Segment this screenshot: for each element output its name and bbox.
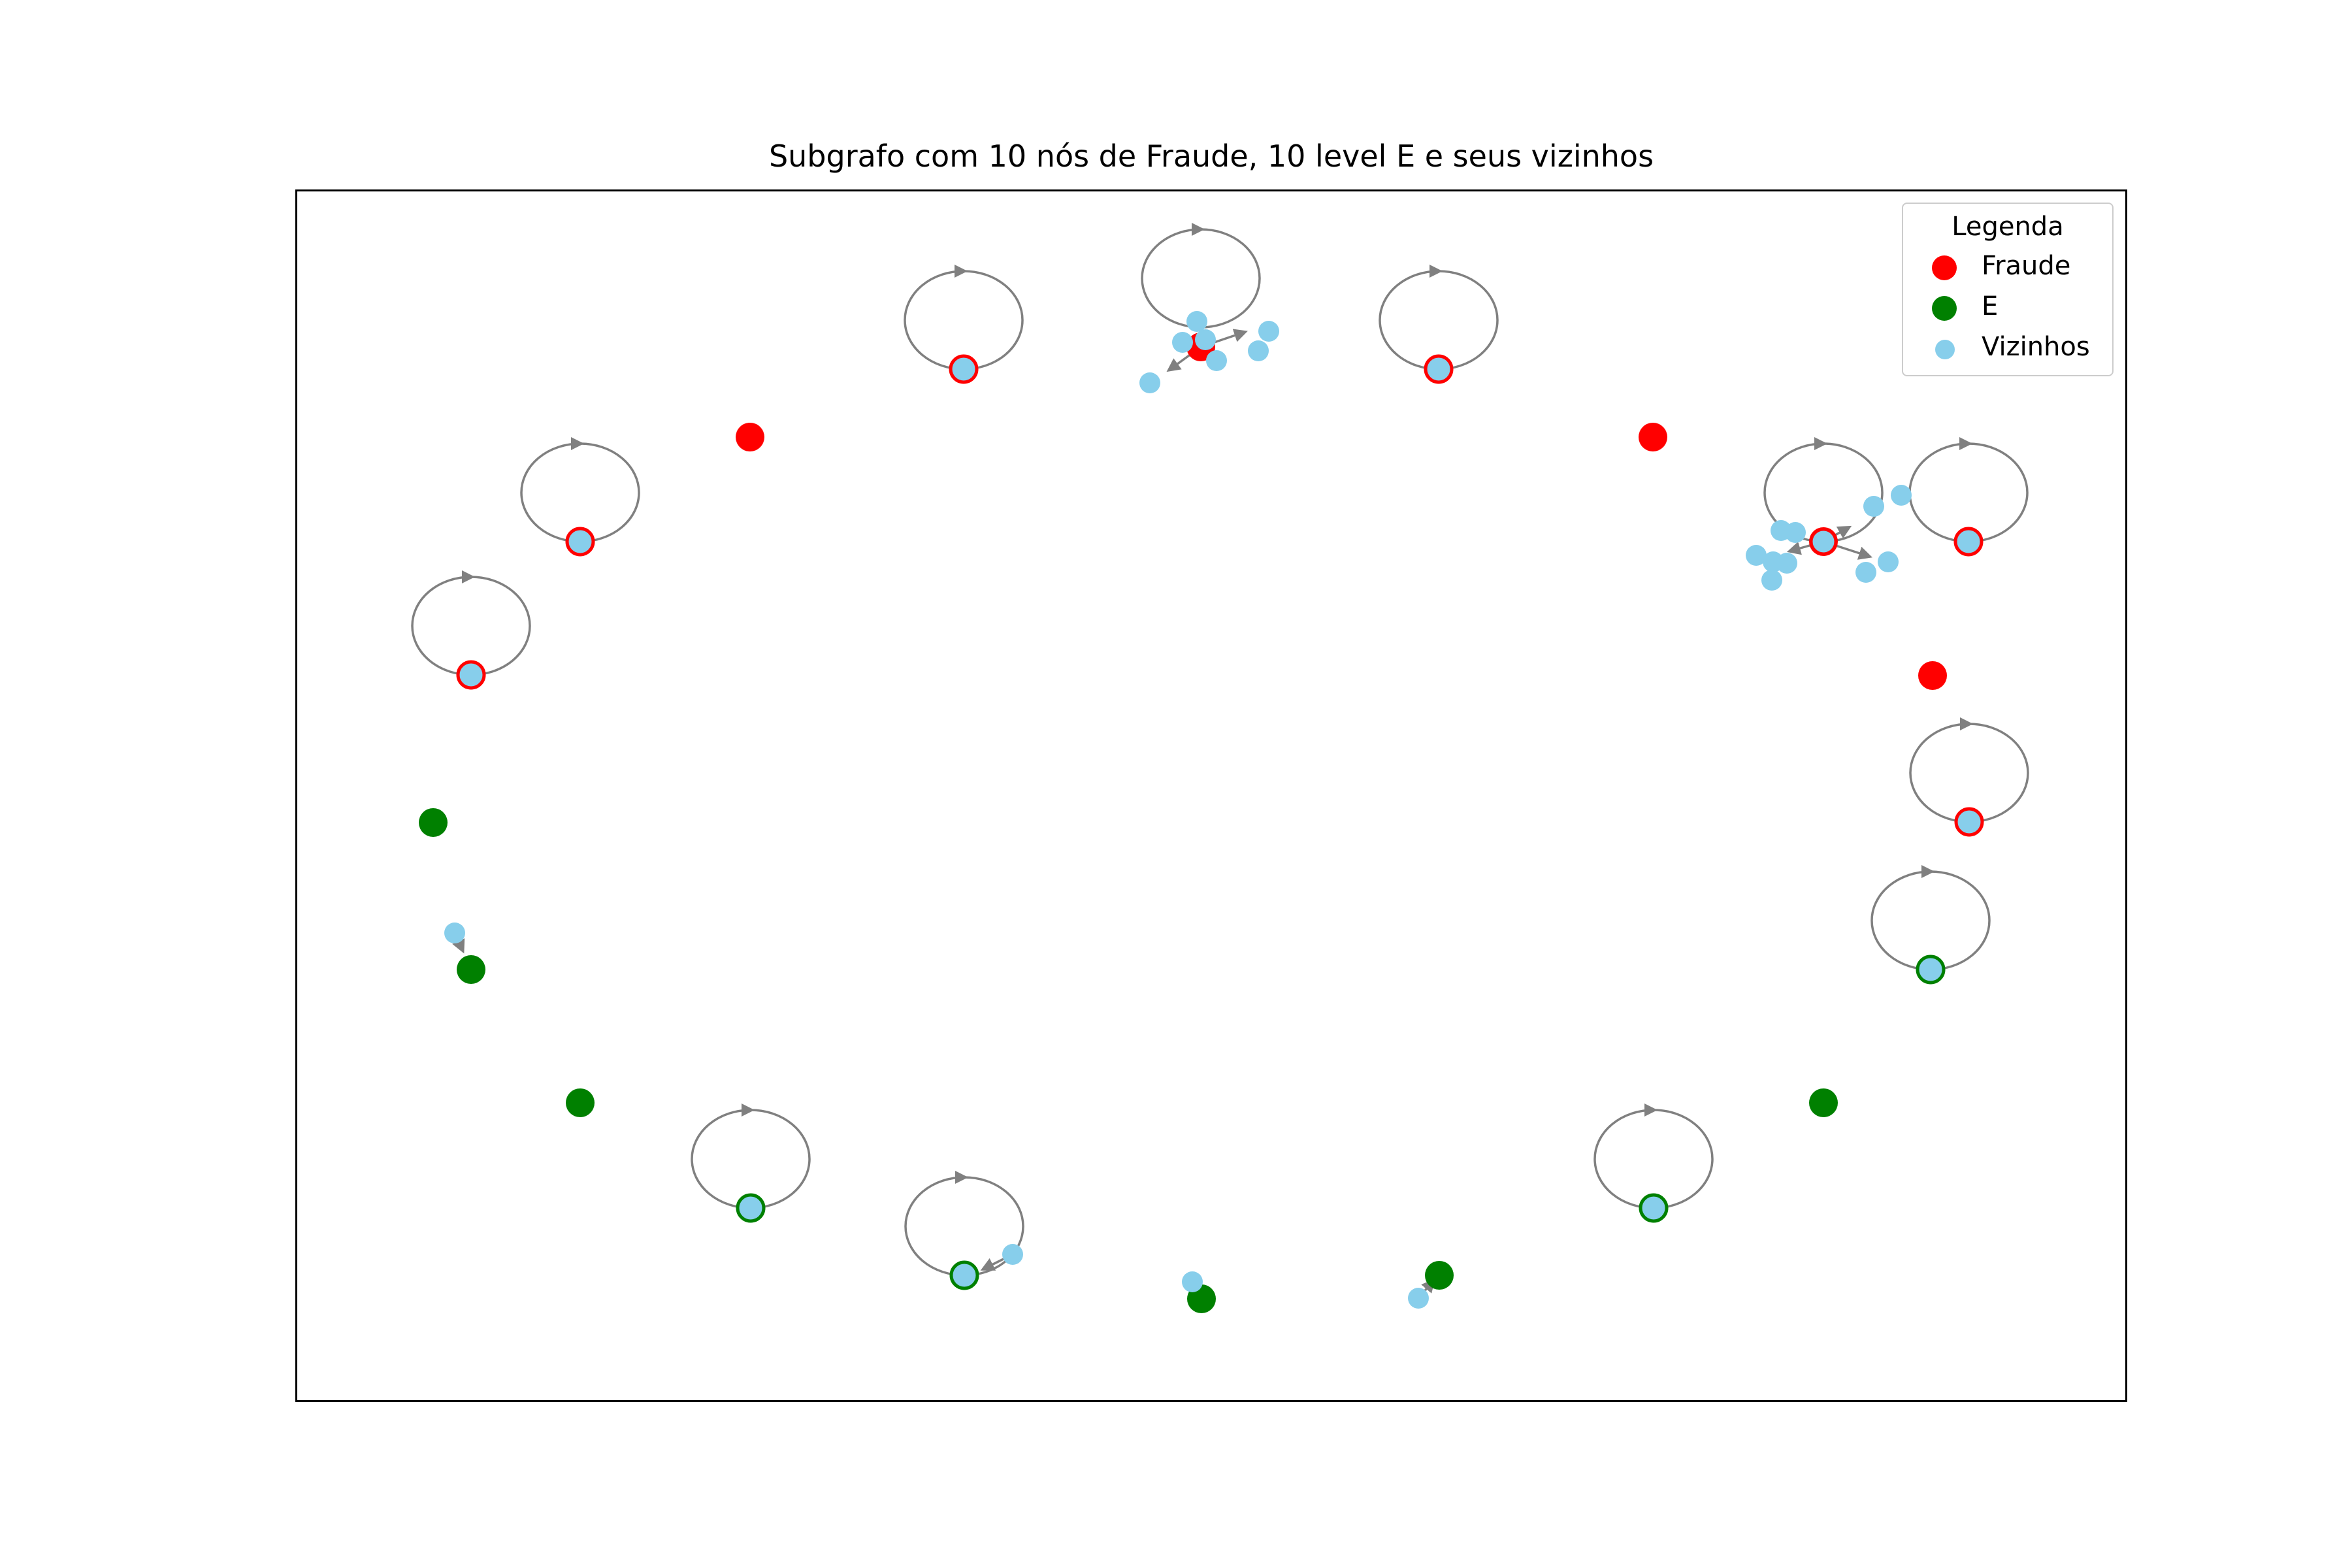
self-loop-arrowhead <box>1959 437 1972 450</box>
vizinho-node-30 <box>1891 485 1912 506</box>
e-neighbor-node-21 <box>1639 1193 1669 1223</box>
self-loop-arrowhead <box>1644 1103 1658 1117</box>
vizinho-node-35 <box>1776 553 1797 574</box>
self-loop-arrowhead <box>955 1171 968 1184</box>
vizinho-node-23 <box>1172 332 1193 353</box>
legend-entry-vizinhos: Vizinhos <box>1919 332 2108 365</box>
self-loop-arrowhead <box>462 570 475 583</box>
vizinho-node-37 <box>1855 562 1876 583</box>
vizinho-node-36 <box>1761 570 1782 591</box>
self-loop-arrowhead <box>1192 223 1205 236</box>
legend-entry-e: E <box>1919 291 2108 324</box>
legend-marker-fraude <box>1932 255 1957 280</box>
e-neighbor-node-19 <box>736 1193 766 1223</box>
legend-title: Legenda <box>1952 212 2064 242</box>
legend-entry-fraude: Fraude <box>1919 251 2108 284</box>
e-neighbor-node-18 <box>1916 955 1946 985</box>
self-loop-arrowhead <box>742 1103 755 1117</box>
self-loop-arrowhead <box>571 437 584 450</box>
e-level-node-7 <box>566 1088 595 1117</box>
vizinho-node-39 <box>444 923 465 943</box>
legend-marker-e <box>1932 296 1957 321</box>
vizinho-node-29 <box>1863 496 1884 517</box>
fraude-node-2 <box>1918 661 1947 690</box>
vizinho-node-40 <box>1002 1244 1023 1265</box>
e-neighbor-node-20 <box>949 1260 979 1290</box>
vizinho-node-25 <box>1206 350 1227 371</box>
self-loop-arrowhead <box>1960 717 1973 730</box>
fraude-neighbor-node-13 <box>565 527 595 557</box>
legend: Legenda Fraude E Vizinhos <box>1902 203 2114 376</box>
vizinho-node-33 <box>1746 545 1767 566</box>
fraude-neighbor-node-16 <box>1954 807 1984 837</box>
chart-title: Subgrafo com 10 nós de Fraude, 10 level … <box>768 139 1654 174</box>
vizinho-node-24 <box>1195 329 1216 350</box>
self-loop-arrowhead <box>1429 265 1443 278</box>
e-level-node-5 <box>419 808 448 837</box>
e-level-node-6 <box>457 955 485 984</box>
fraude-node-1 <box>1639 423 1667 451</box>
fraude-neighbor-node-14 <box>456 660 486 690</box>
e-level-node-8 <box>1809 1088 1838 1117</box>
legend-marker-vizinhos <box>1935 340 1955 359</box>
fraude-neighbor-node-11 <box>949 354 979 384</box>
fraude-neighbor-node-17 <box>1809 527 1838 556</box>
vizinho-node-42 <box>1408 1288 1429 1309</box>
vizinho-node-38 <box>1878 551 1899 572</box>
legend-label-vizinhos: Vizinhos <box>1982 332 2090 362</box>
vizinho-node-41 <box>1182 1271 1203 1292</box>
vizinho-node-28 <box>1139 372 1160 393</box>
self-loop-arrowhead <box>955 265 968 278</box>
e-level-node-10 <box>1425 1261 1454 1290</box>
vizinho-node-26 <box>1248 340 1269 361</box>
nodes-layer <box>419 311 1984 1313</box>
vizinho-node-27 <box>1258 321 1279 342</box>
self-loop-arrowhead <box>1921 865 1935 878</box>
legend-label-e: E <box>1982 291 1999 321</box>
edges-layer <box>411 223 2029 1299</box>
fraude-node-0 <box>736 423 764 451</box>
vizinho-node-22 <box>1186 311 1207 332</box>
fraude-neighbor-node-12 <box>1424 354 1454 384</box>
plot-frame <box>295 189 2127 1402</box>
legend-label-fraude: Fraude <box>1982 251 2071 281</box>
fraude-neighbor-node-15 <box>1953 527 1984 557</box>
vizinho-node-32 <box>1785 522 1806 543</box>
self-loop-arrowhead <box>1814 437 1827 450</box>
